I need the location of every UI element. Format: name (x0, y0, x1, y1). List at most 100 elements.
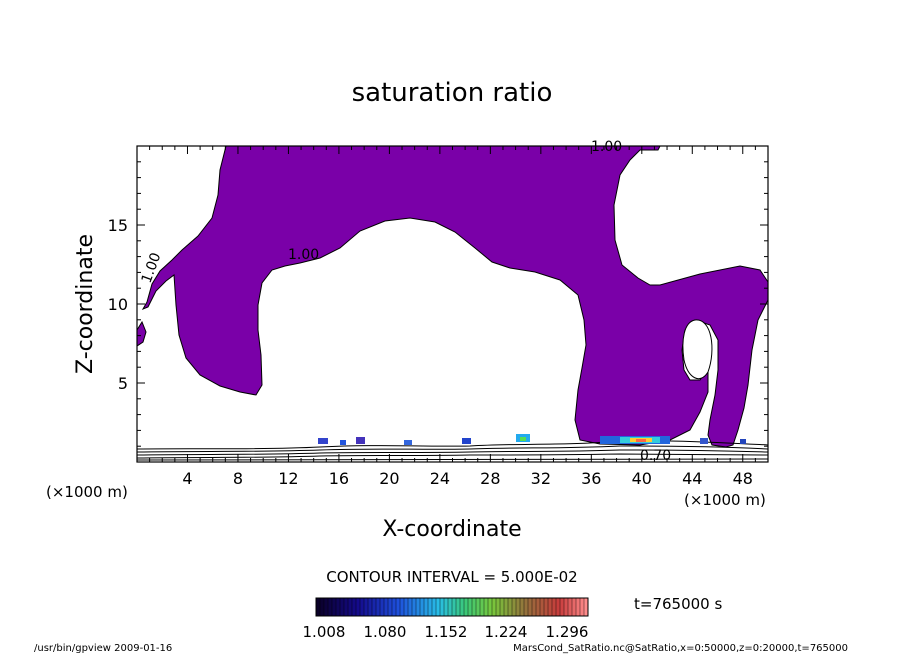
x-tick-label: 24 (430, 469, 450, 488)
colorbar-swatch (452, 598, 457, 616)
chart-title: saturation ratio (352, 78, 553, 108)
colorbar-swatch (468, 598, 473, 616)
colorbar-swatch (388, 598, 393, 616)
colored-cells (318, 434, 746, 445)
colorbar-swatch (576, 598, 581, 616)
colorbar-swatch (404, 598, 409, 616)
colorbar-swatch (440, 598, 445, 616)
x-tick-label: 8 (233, 469, 243, 488)
colorbar-label: 1.224 (485, 623, 528, 641)
z-unit-label: (×1000 m) (46, 483, 128, 501)
colorbar-swatch (512, 598, 517, 616)
colorbar-labels: 1.008 1.080 1.152 1.224 1.296 (303, 623, 589, 641)
x-tick-label: 16 (329, 469, 349, 488)
colorbar-swatch (320, 598, 325, 616)
colorbar-swatch (432, 598, 437, 616)
colorbar-swatch (556, 598, 561, 616)
x-axis-ticks (149, 146, 756, 462)
contour-label-surface: 0.70 (640, 448, 671, 464)
colorbar-swatch (340, 598, 345, 616)
x-tick-label: 32 (531, 469, 551, 488)
colorbar-swatch (520, 598, 525, 616)
colorbar-swatch (516, 598, 521, 616)
colorbar-swatch (508, 598, 513, 616)
y-tick-label: 15 (108, 216, 128, 235)
y-tick-label: 5 (118, 374, 128, 393)
colorbar-swatch (364, 598, 369, 616)
colorbar-swatch (372, 598, 377, 616)
colorbar-swatch (536, 598, 541, 616)
x-tick-label: 4 (182, 469, 192, 488)
colorbar-label: 1.152 (425, 623, 468, 641)
colorbar-swatch (368, 598, 373, 616)
colorbar-swatch (392, 598, 397, 616)
colorbar-swatch (540, 598, 545, 616)
y-tick-labels: 5 10 15 (108, 216, 128, 393)
colorbar-swatch (476, 598, 481, 616)
colorbar-swatch (488, 598, 493, 616)
colorbar-swatch (548, 598, 553, 616)
colorbar-swatch (412, 598, 417, 616)
colorbar-swatch (420, 598, 425, 616)
y-axis-ticks (137, 161, 768, 447)
colorbar-swatch (336, 598, 341, 616)
colorbar-swatch (448, 598, 453, 616)
colorbar-swatch (552, 598, 557, 616)
surface-contours (137, 440, 768, 461)
colorbar-swatch (480, 598, 485, 616)
supersaturation-region (141, 146, 768, 448)
colorbar-swatch (428, 598, 433, 616)
colorbar-swatch (492, 598, 497, 616)
colorbar-swatch (380, 598, 385, 616)
x-tick-label: 36 (581, 469, 601, 488)
x-tick-labels: 4 8 12 16 20 24 28 32 36 40 44 48 (182, 469, 753, 488)
colorbar-swatch (532, 598, 537, 616)
footer-right: MarsCond_SatRatio.nc@SatRatio,x=0:50000,… (513, 643, 848, 654)
x-tick-label: 12 (278, 469, 298, 488)
colorbar-swatch (464, 598, 469, 616)
x-tick-label: 40 (632, 469, 652, 488)
x-tick-label: 28 (480, 469, 500, 488)
colorbar-label: 1.008 (303, 623, 346, 641)
x-unit-label: (×1000 m) (684, 491, 766, 509)
footer-left: /usr/bin/gpview 2009-01-16 (34, 643, 172, 654)
colorbar-swatch (460, 598, 465, 616)
colorbar-swatch (472, 598, 477, 616)
colorbar-swatch (316, 598, 321, 616)
x-axis-title: X-coordinate (382, 517, 521, 542)
contour-label-top: 1.00 (591, 139, 622, 155)
colorbar-swatch (400, 598, 405, 616)
colorbar-swatch (408, 598, 413, 616)
colorbar-swatch (444, 598, 449, 616)
colorbar (315, 598, 589, 616)
colorbar-swatch (376, 598, 381, 616)
colorbar-swatch (500, 598, 505, 616)
colorbar-swatch (560, 598, 565, 616)
colorbar-swatch (352, 598, 357, 616)
colorbar-swatch (356, 598, 361, 616)
colorbar-swatch (456, 598, 461, 616)
contour-label-mid: 1.00 (288, 247, 319, 263)
x-tick-label: 48 (733, 469, 753, 488)
colorbar-swatch (436, 598, 441, 616)
colorbar-swatch (416, 598, 421, 616)
colorbar-frame (315, 597, 589, 617)
colorbar-swatch (484, 598, 489, 616)
colorbar-swatch (324, 598, 329, 616)
plot-area (137, 146, 768, 461)
colorbar-swatch (528, 598, 533, 616)
subsaturated-hole (682, 319, 713, 380)
colorbar-swatch (564, 598, 569, 616)
x-tick-label: 20 (379, 469, 399, 488)
colorbar-swatch (344, 598, 349, 616)
x-tick-label: 44 (682, 469, 702, 488)
colorbar-swatch (544, 598, 549, 616)
colorbar-swatch (580, 598, 585, 616)
colorbar-swatch (424, 598, 429, 616)
time-label: t=765000 s (634, 595, 722, 613)
colorbar-swatch (572, 598, 577, 616)
y-axis-title: Z-coordinate (73, 234, 98, 374)
colorbar-swatch (496, 598, 501, 616)
colorbar-swatch (396, 598, 401, 616)
